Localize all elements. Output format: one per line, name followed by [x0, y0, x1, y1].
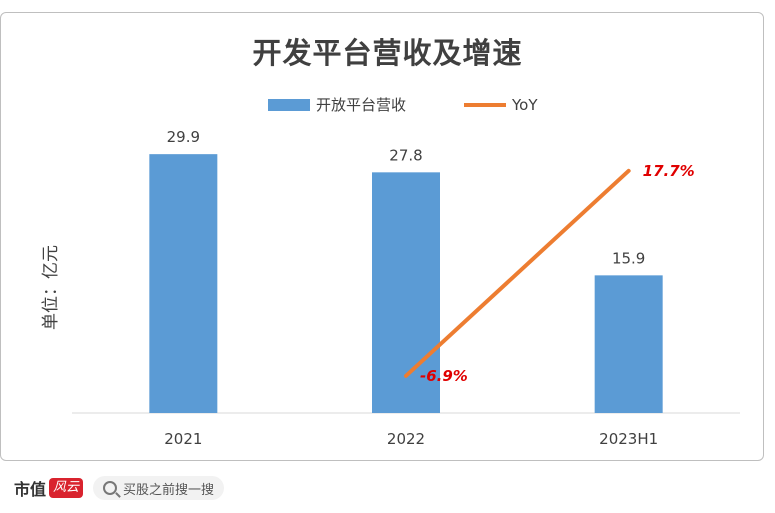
search-box[interactable]: 买股之前搜一搜: [93, 476, 225, 500]
x-tick-label: 2022: [387, 430, 425, 448]
legend-label-revenue: 开放平台营收: [316, 96, 407, 114]
legend-swatch-bar: [268, 98, 310, 111]
brand-name: 市值: [14, 480, 47, 499]
legend-item-revenue: 开放平台营收: [268, 94, 406, 115]
legend-item-yoy: YoY: [464, 96, 538, 114]
bar-value-label: 15.9: [612, 249, 645, 267]
x-tick-label: 2021: [164, 430, 202, 448]
bar-value-label: 27.8: [389, 146, 422, 164]
x-tick-label: 2023H1: [599, 430, 658, 448]
search-text: 买股之前搜一搜: [123, 482, 215, 498]
bar-value-label: 29.9: [167, 128, 200, 146]
bar-2021: [149, 154, 218, 413]
yoy-data-label: -6.9%: [420, 367, 468, 385]
yoy-data-label: 17.7%: [643, 162, 695, 180]
yoy-line: [404, 168, 631, 378]
legend-swatch-line: [464, 102, 507, 107]
chart-title: 开发平台营收及增速: [252, 36, 523, 70]
bar-2023H1: [594, 275, 663, 413]
legend: 开放平台营收 YoY: [268, 94, 596, 115]
legend-label-yoy: YoY: [512, 95, 538, 114]
brand-logo: 风云: [49, 478, 84, 498]
bar-2022: [372, 172, 440, 413]
footer: 市值 风云 买股之前搜一搜: [14, 476, 225, 500]
search-icon: [103, 481, 118, 495]
